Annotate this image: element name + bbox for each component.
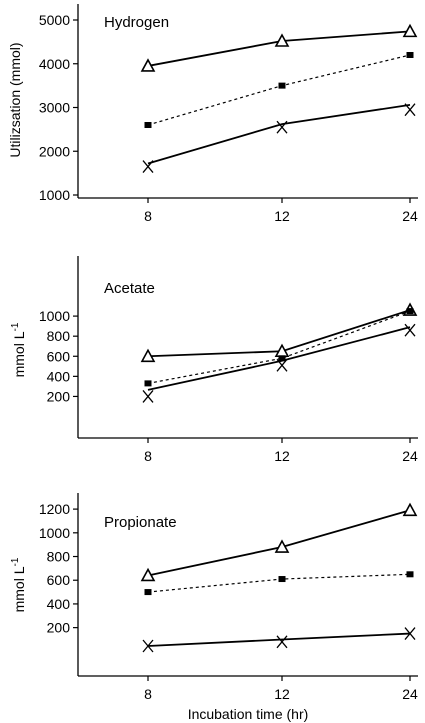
y-tick-label: 800 — [47, 328, 71, 344]
data-point-square — [278, 82, 286, 89]
y-tick-label: 4000 — [39, 56, 70, 72]
chart-panel-1: 1000 2000 3000 4000 5000 8 12 24 Hydrogen Utilizs… — [7, 4, 418, 224]
data-point-triangle — [140, 58, 156, 72]
y-axis-label: mmol L-1 — [10, 557, 27, 612]
x-tick-label: 24 — [402, 208, 418, 224]
y-axis-label: mmol L-1 — [10, 322, 27, 377]
data-point-x — [142, 390, 154, 403]
y-tick-label: 400 — [47, 368, 71, 384]
chart-title: Acetate — [104, 280, 155, 297]
y-tick-label: 800 — [47, 549, 71, 565]
data-point-square — [278, 355, 286, 362]
y-tick-label: 200 — [47, 620, 71, 636]
y-tick-label: 1200 — [39, 501, 70, 517]
data-point-triangle — [274, 33, 290, 47]
x-tick-label: 12 — [274, 208, 290, 224]
x-axis-label: Incubation time (hr) — [188, 706, 309, 722]
series-line-square — [147, 54, 411, 126]
y-tick-label: 1000 — [39, 525, 70, 541]
y-tick-label: 2000 — [39, 143, 70, 159]
x-tick-label: 12 — [274, 448, 290, 464]
data-point-triangle — [402, 23, 418, 38]
data-point-x — [404, 323, 416, 337]
data-point-x — [142, 639, 154, 653]
data-point-square — [406, 308, 414, 315]
chart-panel-3: 200 400 600 800 1000 1200 8 12 24 Propionate mmol … — [10, 493, 418, 722]
y-tick-label: 600 — [47, 348, 71, 364]
series-line-triangle — [147, 30, 411, 67]
chart-title: Hydrogen — [104, 14, 169, 31]
data-point-square — [144, 589, 152, 596]
chart-title: Propionate — [104, 514, 177, 531]
data-point-x — [404, 103, 416, 117]
data-point-x — [276, 120, 288, 134]
x-tick-label: 12 — [274, 686, 290, 702]
data-point-square — [144, 380, 152, 387]
y-tick-label: 1000 — [39, 308, 70, 324]
y-axis-label-text: mmol L — [11, 566, 27, 612]
x-tick-label: 24 — [402, 686, 418, 702]
data-point-x — [276, 358, 288, 372]
x-tick-label: 8 — [144, 448, 152, 464]
y-tick-label: 5000 — [39, 12, 70, 28]
series-line-triangle — [147, 509, 411, 577]
data-point-square — [144, 122, 152, 128]
data-point-x — [142, 160, 154, 173]
series-line-x — [147, 326, 411, 391]
series-line-x — [147, 103, 411, 165]
data-point-x — [276, 635, 288, 649]
chart-panel-2: 200 400 600 800 1000 8 12 24 Acetate mmol L-1 — [10, 256, 418, 464]
y-axis-label: Utilizsation (mmol) — [7, 42, 23, 157]
x-tick-label: 8 — [144, 208, 152, 224]
y-axis-label-superscript: -1 — [10, 322, 21, 331]
data-point-x — [404, 627, 416, 640]
y-tick-label: 600 — [47, 572, 71, 588]
data-point-triangle — [402, 502, 418, 517]
y-tick-label: 1000 — [39, 187, 70, 203]
x-tick-label: 24 — [402, 448, 418, 464]
data-point-triangle — [140, 567, 156, 582]
y-axis-label-text: mmol L — [11, 331, 27, 377]
data-point-square — [278, 576, 286, 583]
data-point-square — [406, 571, 414, 578]
y-tick-label: 400 — [47, 596, 71, 612]
series-line-x — [147, 632, 411, 647]
y-axis-label-superscript: -1 — [10, 557, 21, 566]
y-tick-label: 200 — [47, 388, 71, 404]
x-tick-label: 8 — [144, 686, 152, 702]
data-point-triangle — [140, 348, 156, 363]
data-point-triangle — [274, 539, 290, 553]
data-point-square — [406, 52, 414, 58]
y-tick-label: 3000 — [39, 100, 70, 116]
